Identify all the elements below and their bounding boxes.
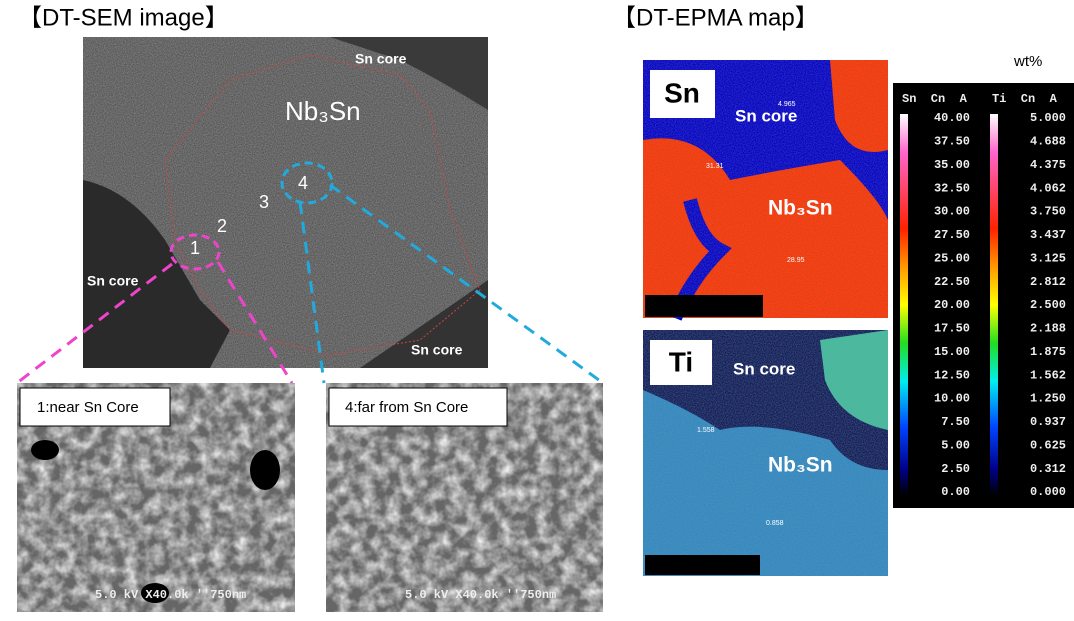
scale-value: 2.50: [941, 462, 970, 476]
nb3sn-label: Nb₃Sn: [768, 454, 833, 477]
scale-value: 22.50: [934, 275, 970, 289]
point-label: 4: [298, 173, 308, 193]
reading: 0.858: [766, 520, 784, 527]
sn-core-label: Sn core: [355, 51, 407, 67]
element-label: Sn: [664, 77, 700, 108]
sn-core-label: Sn core: [735, 106, 797, 125]
scale-value: 0.00: [941, 485, 970, 499]
scale-value: 2.188: [1030, 322, 1066, 336]
scale-value: 25.00: [934, 251, 970, 265]
scale-value: 35.00: [934, 158, 970, 172]
sn-core-label: Sn core: [733, 359, 795, 378]
scale-value: 1.250: [1030, 392, 1066, 406]
scale-value: 3.125: [1030, 251, 1066, 265]
sn-core-label: Sn core: [87, 273, 139, 289]
scale-value: 3.750: [1030, 205, 1066, 219]
scale-value: 20.00: [934, 298, 970, 312]
scale-value: 7.50: [941, 415, 970, 429]
scale-value: 1.875: [1030, 345, 1066, 359]
scale-value: 3.437: [1030, 228, 1066, 242]
scale-value: 40.00: [934, 111, 970, 125]
scale-value: 2.500: [1030, 298, 1066, 312]
scale-value: 0.625: [1030, 438, 1066, 452]
inset-scale: 5.0 kV X40.0k ''750nm: [405, 588, 556, 602]
sem-title: 【DT-SEM image】: [18, 4, 229, 31]
epma-title: 【DT-EPMA map】: [612, 4, 819, 31]
scale-value: 12.50: [934, 368, 970, 382]
scale-value: 37.50: [934, 135, 970, 149]
inset-near: [17, 383, 295, 612]
point-label: 3: [259, 192, 269, 212]
scale-value: 0.000: [1030, 485, 1066, 499]
scale-value: 1.562: [1030, 368, 1066, 382]
scale-value: 15.00: [934, 345, 970, 359]
scale-header: Sn Cn A: [902, 92, 968, 106]
scale-value: 30.00: [934, 205, 970, 219]
scale-value: 27.50: [934, 228, 970, 242]
scale-value: 2.812: [1030, 275, 1066, 289]
figure: 【DT-SEM image】 Nb₃Sn Sn core Sn core Sn …: [0, 0, 1074, 621]
scale-value: 0.312: [1030, 462, 1066, 476]
scale-value: 10.00: [934, 392, 970, 406]
reading: 28.95: [787, 257, 805, 264]
sem-image: [83, 37, 488, 368]
reading: 1.558: [697, 427, 715, 434]
inset-far: [326, 383, 603, 612]
sn-core-label: Sn core: [411, 342, 463, 358]
scale-value: 4.062: [1030, 181, 1066, 195]
reading: 4.965: [778, 101, 796, 108]
unit-label: wt%: [1013, 53, 1042, 70]
point-label: 1: [190, 238, 200, 258]
point-label: 2: [217, 216, 227, 236]
scale-value: 4.688: [1030, 135, 1066, 149]
scale-value: 5.00: [941, 438, 970, 452]
scale-header: Ti Cn A: [992, 92, 1058, 106]
inset-label: 1:near Sn Core: [37, 399, 139, 416]
nb3sn-label: Nb₃Sn: [768, 197, 833, 220]
scale-value: 0.937: [1030, 415, 1066, 429]
element-label: Ti: [669, 346, 693, 377]
scale-value: 5.000: [1030, 111, 1066, 125]
nb3sn-label: Nb₃Sn: [285, 96, 361, 126]
scale-value: 32.50: [934, 181, 970, 195]
scale-value: 17.50: [934, 322, 970, 336]
scale-value: 4.375: [1030, 158, 1066, 172]
inset-scale: 5.0 kV X40.0k ''750nm: [95, 588, 246, 602]
reading: 31.31: [706, 163, 724, 170]
inset-label: 4:far from Sn Core: [345, 399, 468, 416]
